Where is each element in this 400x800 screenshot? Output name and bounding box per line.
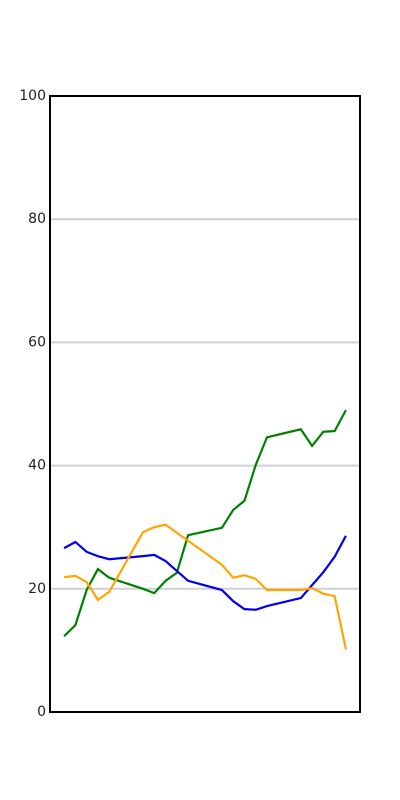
- line-series: [63, 409, 347, 638]
- y-tick-label: 100: [19, 88, 46, 104]
- y-tick-label: 20: [28, 581, 46, 597]
- line-series: [63, 535, 347, 611]
- y-tick-label: 80: [28, 211, 46, 227]
- y-tick-label: 0: [37, 704, 46, 720]
- y-tick-label: 40: [28, 458, 46, 474]
- y-tick-label: 60: [28, 334, 46, 350]
- plot-frame: [49, 95, 361, 713]
- line-series: [63, 523, 347, 650]
